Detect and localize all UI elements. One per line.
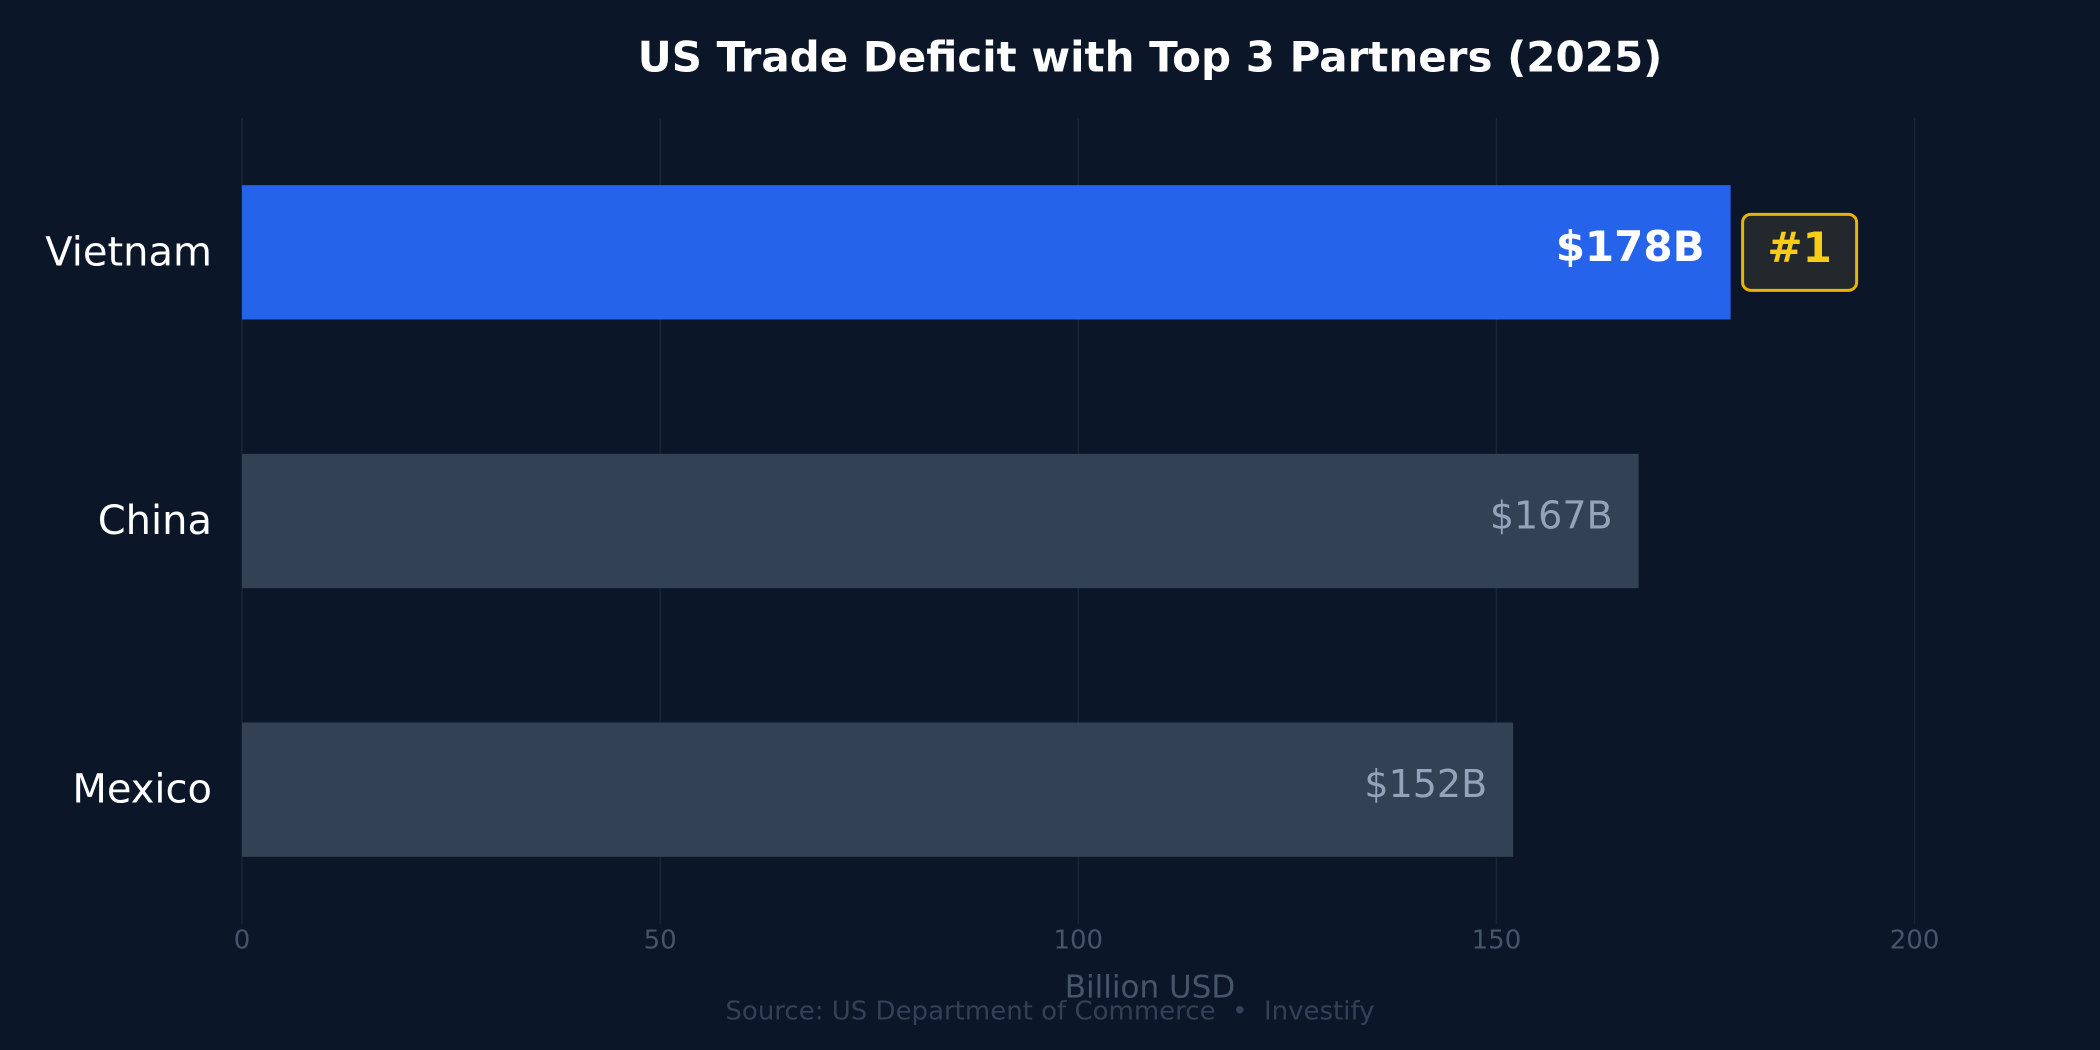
value-label: $178B — [1556, 222, 1705, 271]
y-tick-label: Vietnam — [45, 229, 212, 275]
annotation-badge — [1741, 212, 1859, 292]
annotation: #1 — [1767, 223, 1831, 272]
x-tick-label: 100 — [1053, 926, 1103, 956]
x-tick-label: 150 — [1472, 926, 1522, 956]
bar — [242, 185, 1731, 320]
x-tick-label: 200 — [1890, 926, 1940, 956]
y-tick-label: China — [98, 498, 212, 544]
bar — [242, 722, 1514, 857]
x-tick-label: 50 — [644, 926, 677, 956]
value-label: $167B — [1490, 494, 1613, 538]
chart-title: US Trade Deficit with Top 3 Partners (20… — [638, 33, 1663, 82]
value-label: $152B — [1364, 762, 1487, 806]
x-axis-label: Billion USD — [1065, 970, 1235, 1006]
source-note: Source: US Department of Commerce • Inve… — [725, 997, 1374, 1027]
bar — [242, 453, 1639, 589]
y-tick-label: Mexico — [72, 767, 212, 813]
x-tick-label: 0 — [234, 926, 251, 956]
